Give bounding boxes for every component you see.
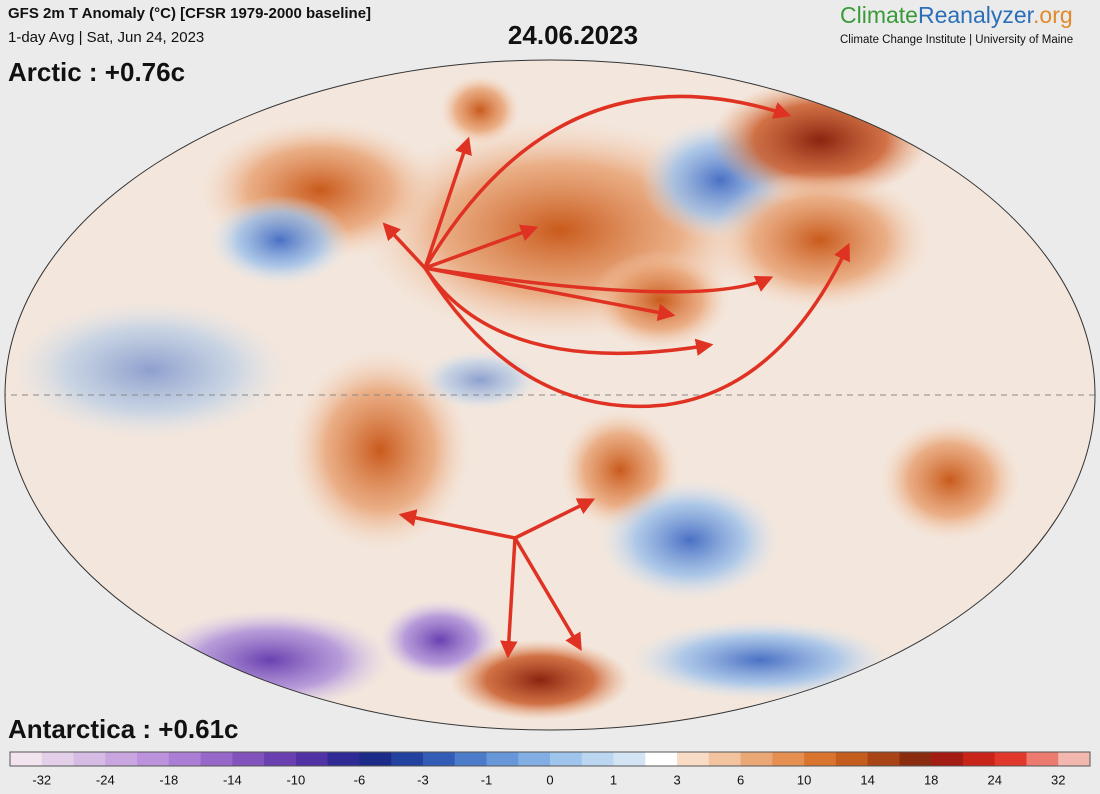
colorbar-segment: [486, 752, 519, 766]
arctic-label: Arctic : +0.76c: [8, 57, 185, 87]
colorbar-segment: [835, 752, 869, 766]
antarctica-label: Antarctica : +0.61c: [8, 714, 239, 744]
globe-outline: [4, 59, 1096, 731]
colorbar: -32 -24 -18 -14 -10 -6 -3 -1 0 1 3 6 10 14 18 24 32: [9, 751, 1091, 787]
colorbar-segment: [1058, 752, 1091, 766]
colorbar-segment: [645, 752, 678, 766]
brand-part: .org: [1033, 2, 1073, 28]
colorbar-tick-label: 1: [610, 772, 617, 787]
colorbar-segment: [613, 752, 646, 766]
colorbar-tick-label: 6: [737, 772, 744, 787]
colorbar-segment: [550, 752, 583, 766]
colorbar-segment: [422, 752, 456, 766]
colorbar-segment: [1026, 752, 1059, 766]
date: 24.06.2023: [508, 20, 638, 50]
colorbar-tick-label: 10: [797, 772, 811, 787]
title: GFS 2m T Anomaly (°C) [CFSR 1979-2000 ba…: [8, 5, 371, 22]
colorbar-tick-label: -24: [96, 772, 115, 787]
brand-part: Climate: [840, 2, 918, 28]
colorbar-segment: [899, 752, 932, 766]
colorbar-segment: [73, 752, 106, 766]
affiliation: Climate Change Institute | University of…: [840, 34, 1073, 46]
colorbar-segment: [295, 752, 329, 766]
colorbar-segment: [327, 752, 360, 766]
colorbar-tick-label: 0: [546, 772, 553, 787]
colorbar-frame: [9, 751, 1091, 767]
colorbar-tick-label: -32: [32, 772, 51, 787]
colorbar-segment: [391, 752, 424, 766]
colorbar-segment: [200, 752, 233, 766]
colorbar-segment: [994, 752, 1027, 766]
colorbar-tick-label: 32: [1051, 772, 1065, 787]
colorbar-tick-label: 24: [987, 772, 1001, 787]
colorbar-tick-label: -10: [286, 772, 305, 787]
colorbar-segment: [264, 752, 297, 766]
colorbar-segment: [41, 752, 75, 766]
colorbar-tick-label: 18: [924, 772, 938, 787]
colorbar-segment: [708, 752, 742, 766]
colorbar-segment: [804, 752, 837, 766]
colorbar-tick-label: -6: [354, 772, 366, 787]
colorbar-tick-label: -18: [159, 772, 178, 787]
colorbar-segment: [168, 752, 202, 766]
colorbar-segment: [677, 752, 710, 766]
colorbar-tick-label: -3: [417, 772, 429, 787]
colorbar-tick-label: 14: [860, 772, 874, 787]
colorbar-segment: [867, 752, 900, 766]
colorbar-tick-label: -14: [223, 772, 242, 787]
colorbar-segment: [454, 752, 487, 766]
colorbar-segment: [10, 752, 43, 766]
colorbar-segment: [137, 752, 170, 766]
brand: ClimateReanalyzer.org: [840, 2, 1073, 28]
colorbar-segment: [740, 752, 773, 766]
colorbar-tick-label: 3: [673, 772, 680, 787]
colorbar-segment: [518, 752, 551, 766]
colorbar-segment: [359, 752, 392, 766]
brand-part: Reanalyzer: [918, 2, 1035, 28]
colorbar-segment: [772, 752, 805, 766]
arrows: [382, 94, 850, 659]
colorbar-segment: [232, 752, 265, 766]
colorbar-segment: [962, 752, 996, 766]
colorbar-segment: [581, 752, 615, 766]
subtitle: 1-day Avg | Sat, Jun 24, 2023: [8, 29, 204, 46]
colorbar-segment: [931, 752, 964, 766]
anomaly-map: [5, 60, 1095, 730]
colorbar-segment: [105, 752, 138, 766]
colorbar-tick-label: -1: [481, 772, 493, 787]
